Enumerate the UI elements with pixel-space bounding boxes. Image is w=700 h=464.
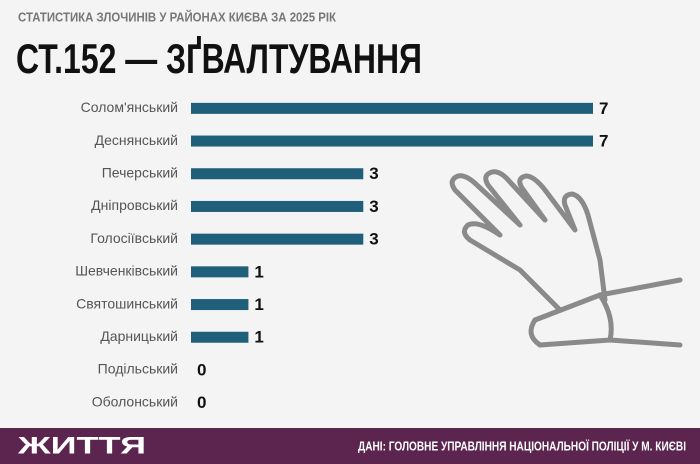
value-label: 1 — [254, 262, 263, 281]
bar — [191, 299, 249, 311]
y-tick-label: Солом'янський — [81, 99, 178, 115]
chart-subtitle: СТАТИСТИКА ЗЛОЧИНІВ У РАЙОНАХ КИЄВА ЗА 2… — [18, 9, 336, 24]
bar — [191, 200, 364, 212]
bar — [191, 135, 593, 147]
value-label: 3 — [369, 164, 378, 183]
y-tick-label: Деснянський — [95, 132, 178, 148]
source-note: ДАНІ: ГОЛОВНЕ УПРАВЛІННЯ НАЦІОНАЛЬНОЇ ПО… — [358, 438, 686, 453]
y-tick-label: Дарницький — [100, 328, 178, 344]
value-label: 3 — [369, 230, 378, 249]
value-label: 0 — [197, 393, 206, 412]
y-tick-label: Шевченківський — [75, 263, 178, 279]
chart-title: СТ.152 — ЗҐВАЛТУВАННЯ — [16, 35, 422, 82]
bar — [191, 266, 249, 278]
footer-bar — [0, 428, 700, 464]
hand-icon — [449, 169, 683, 348]
y-tick-label: Печерський — [102, 164, 178, 180]
brand-logo: ЖИТТЯ — [16, 432, 146, 459]
y-tick-label: Дніпровський — [91, 197, 178, 213]
y-tick-label: Оболонський — [92, 393, 178, 409]
y-tick-label: Святошинський — [76, 295, 178, 311]
bar — [191, 168, 364, 180]
bar — [191, 331, 249, 343]
y-tick-label: Подільський — [98, 361, 178, 377]
bar — [191, 233, 364, 245]
bar — [191, 102, 593, 114]
value-label: 3 — [369, 197, 378, 216]
y-tick-label: Голосіївський — [90, 230, 178, 246]
value-label: 7 — [599, 99, 608, 118]
value-label: 7 — [599, 132, 608, 151]
value-label: 1 — [254, 295, 263, 314]
value-label: 0 — [197, 360, 206, 379]
value-label: 1 — [254, 328, 263, 347]
